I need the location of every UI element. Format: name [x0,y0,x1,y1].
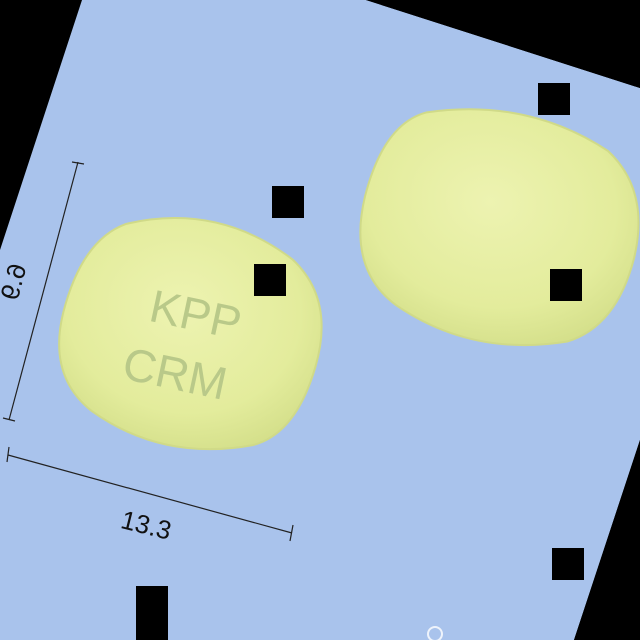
watermark-mark [427,626,443,640]
redaction-square [272,186,304,218]
redaction-square [552,548,584,580]
redaction-square [254,264,286,296]
redaction-square [538,83,570,115]
redaction-square [550,269,582,301]
redaction-square [136,586,168,640]
black-corner-bottom-right [574,440,640,640]
black-corner-top-left [0,0,82,250]
black-corner-top-right [366,0,640,88]
